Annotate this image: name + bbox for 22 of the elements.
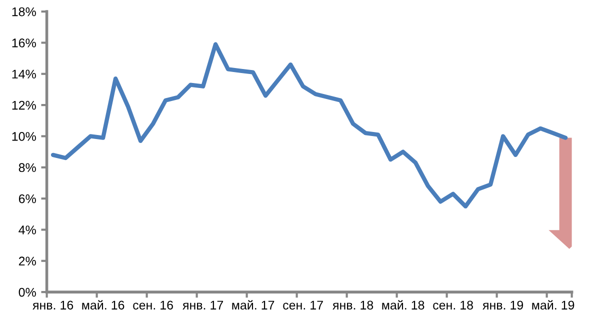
y-tick-label: 8% [18,163,36,172]
x-tick-label: май. 18 [382,300,424,310]
line-series [50,42,568,208]
y-tick-label: 12% [12,100,36,110]
x-tick-label: янв. 17 [182,300,224,310]
y-tick-label: 0% [18,288,36,297]
x-tick-label: сен. 17 [283,300,323,310]
x-tick-label: янв. 16 [32,300,74,310]
x-tick-label: сен. 16 [133,300,173,310]
y-tick-label: 14% [12,70,36,78]
x-tick-label: янв. 19 [482,300,524,310]
y-tick-label: 2% [18,256,36,266]
x-tick-label: май. 19 [532,300,574,310]
y-tick-label: 4% [18,226,36,234]
x-tick-label: сен. 18 [433,300,473,310]
x-tick-label: май. 17 [232,300,274,310]
y-tick-label: 16% [12,38,36,48]
y-tick-label: 18% [12,7,36,16]
x-tick-label: май. 16 [82,300,124,310]
y-tick-label: 10% [12,132,36,141]
x-tick-label: янв. 18 [332,300,374,310]
y-tick-label: 6% [18,194,36,204]
